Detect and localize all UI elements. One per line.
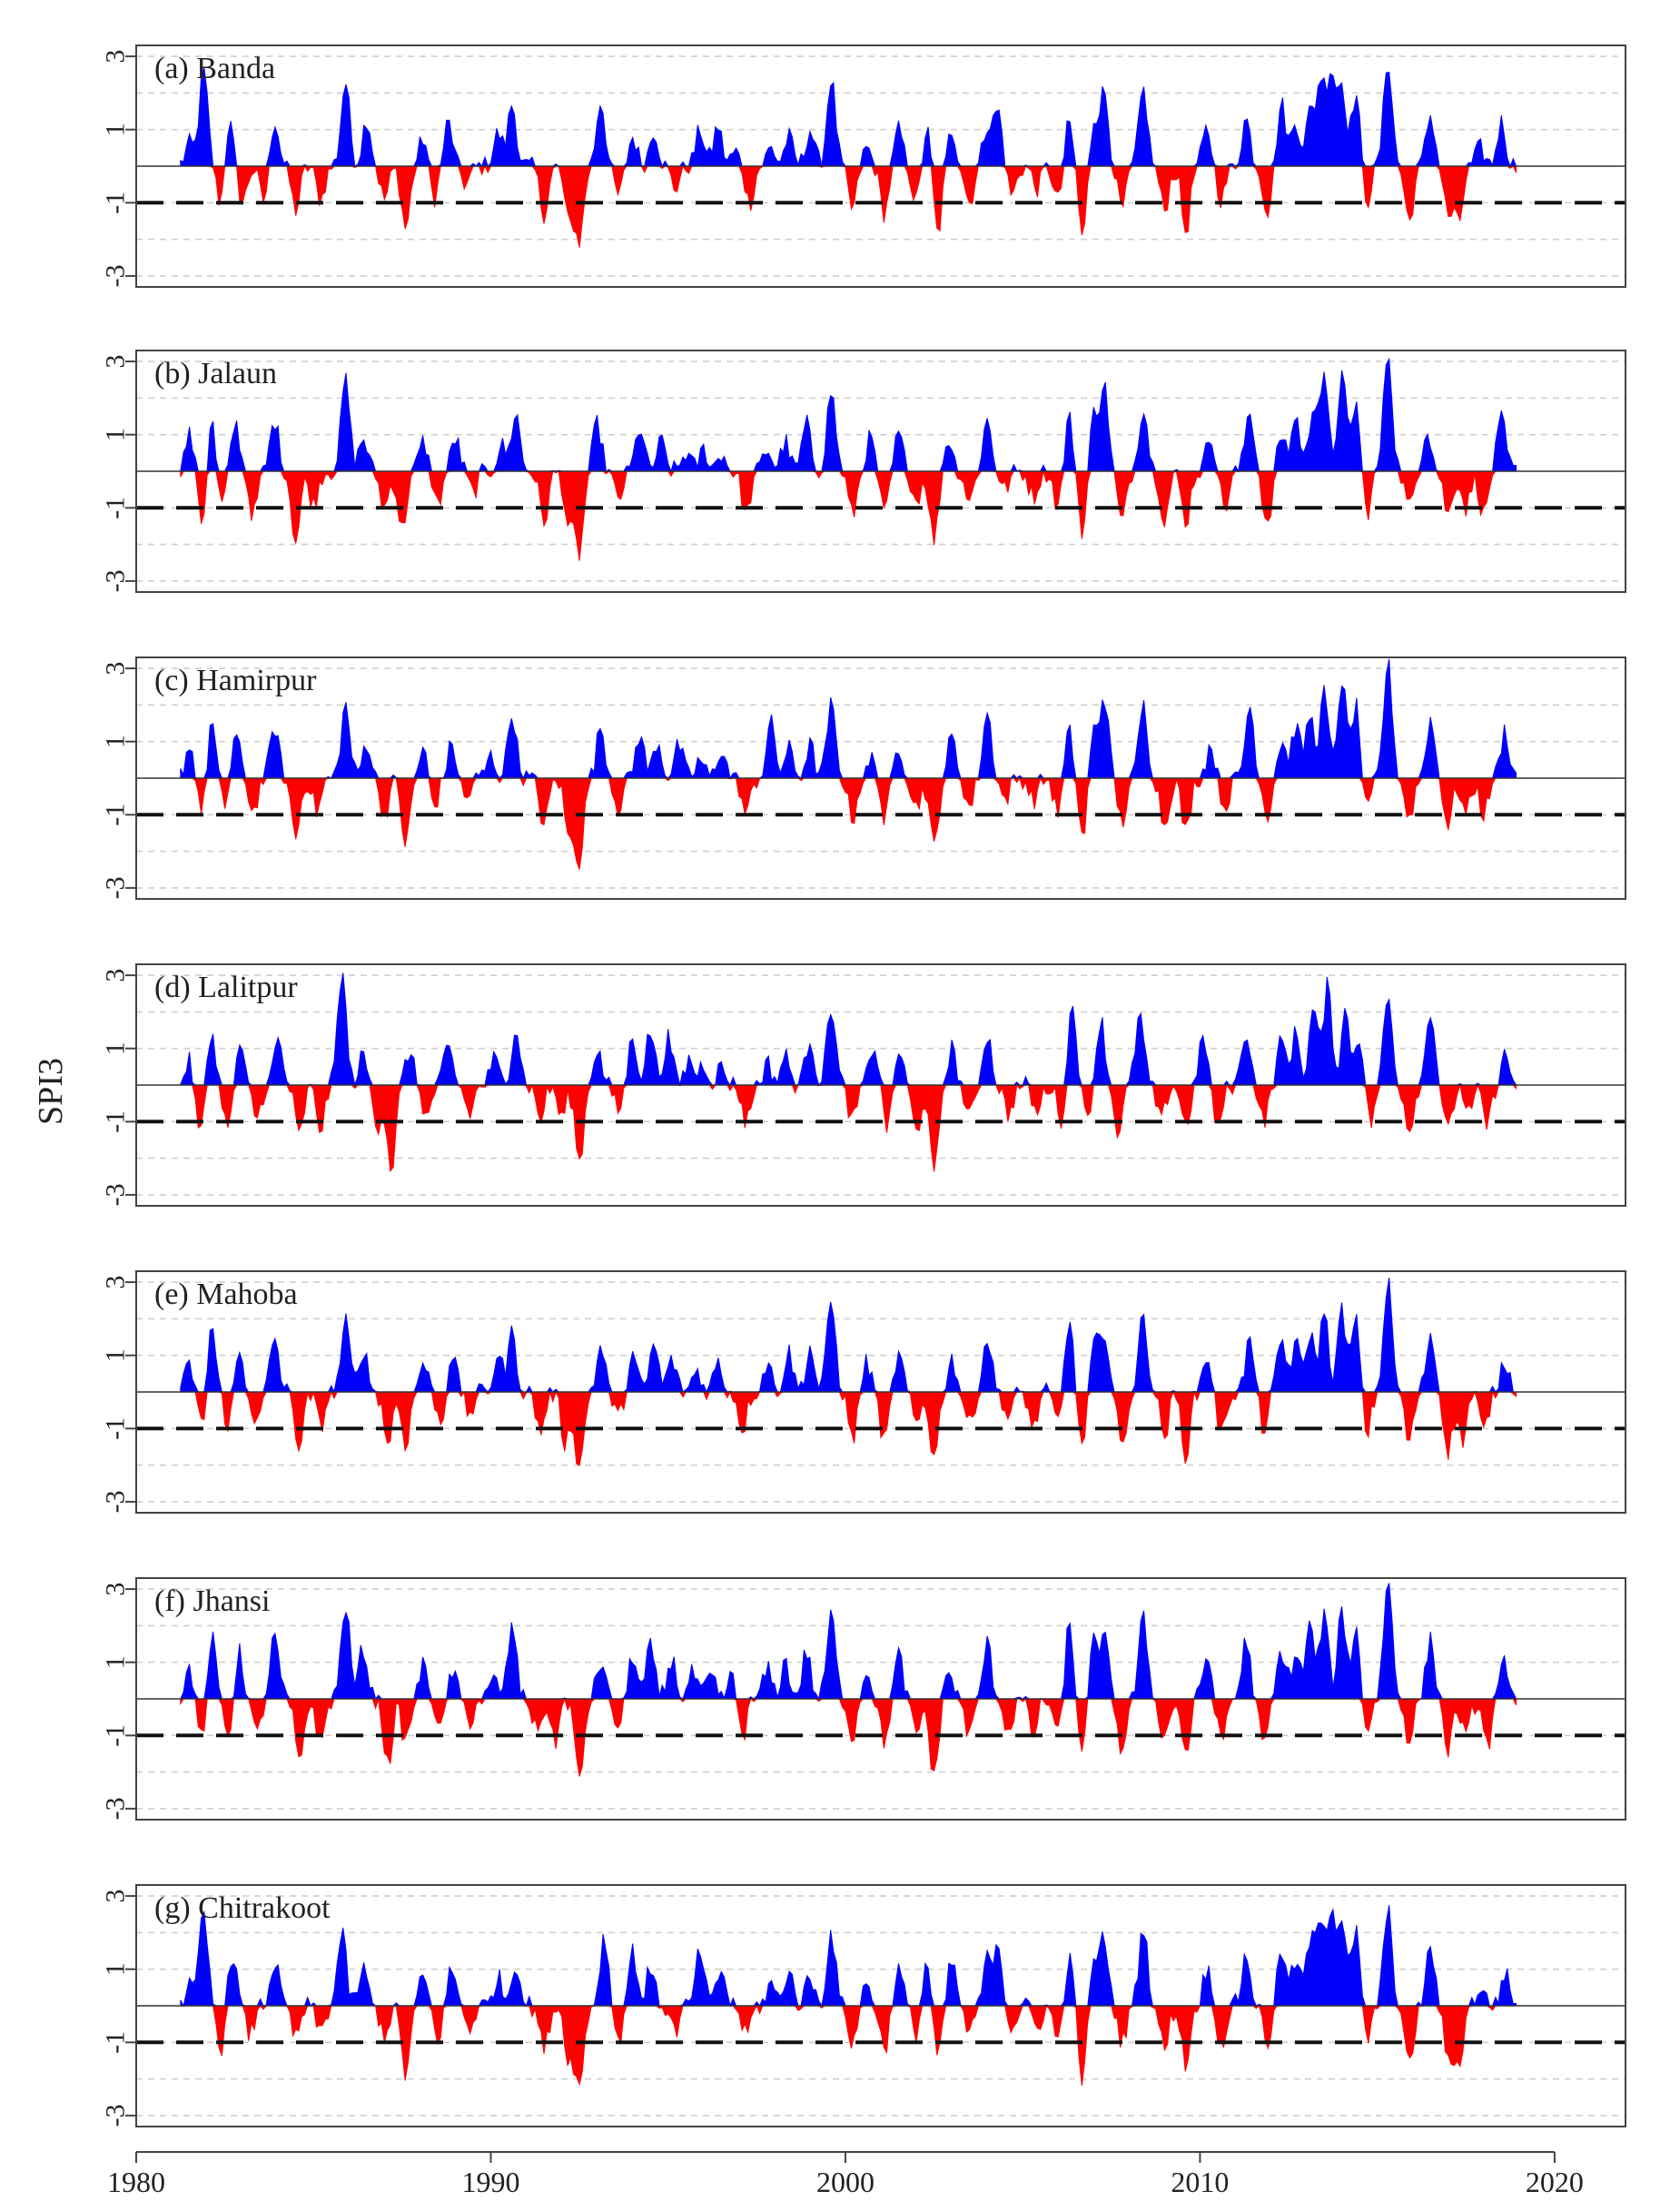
y-tick-label: 3 [101, 50, 131, 64]
negative-area [180, 470, 1517, 561]
positive-area [180, 658, 1517, 780]
negative-area [180, 164, 1517, 248]
x-tick-label: 2010 [1171, 2166, 1229, 2198]
x-tick-label: 1990 [461, 2166, 519, 2198]
panel-frame [135, 656, 1626, 900]
panels-container: -3 -1 1 3 (a) Banda -3 -1 1 3 (b) Jalaun -3 -1 1 3 (c)… [101, 44, 1626, 2127]
negative-area [180, 776, 1517, 870]
panel-label: (g) Chitrakoot [154, 1891, 331, 1925]
panel-1: -3 -1 1 3 (a) Banda [101, 44, 1626, 288]
panel-label: (a) Banda [154, 52, 275, 85]
y-tick-label: -1 [101, 1724, 131, 1747]
panel-frame [135, 44, 1626, 288]
panel-label: (f) Jhansi [154, 1584, 270, 1618]
y-tick-label: -3 [101, 876, 131, 899]
y-tick-label: 3 [101, 1890, 131, 1903]
panel-frame [135, 963, 1626, 1207]
y-tick-label: 1 [101, 1348, 131, 1362]
panel-frame [135, 1884, 1626, 2127]
y-tick-label: 1 [101, 1962, 131, 1976]
panel-2: -3 -1 1 3 (b) Jalaun [101, 350, 1626, 593]
positive-area [180, 1278, 1517, 1394]
y-tick-label: 1 [101, 735, 131, 748]
y-tick-label: -3 [101, 1490, 131, 1513]
y-tick-label: 3 [101, 355, 131, 369]
positive-area [180, 67, 1517, 168]
panel-label: (d) Lalitpur [154, 971, 298, 1004]
y-tick-label: -3 [101, 569, 131, 592]
y-tick-label: -3 [101, 2104, 131, 2127]
panel-frame [135, 350, 1626, 593]
y-tick-label: -1 [101, 192, 131, 214]
x-axis: 1980 1990 2000 2010 2020 [107, 2151, 1584, 2198]
x-tick-label: 2000 [816, 2166, 875, 2198]
y-tick-label: -1 [101, 497, 131, 519]
positive-area [180, 1905, 1517, 2008]
y-tick-label: -1 [101, 1417, 131, 1440]
y-tick-label: -1 [101, 2031, 131, 2054]
y-tick-label: 3 [101, 1583, 131, 1596]
y-tick-label: -1 [101, 804, 131, 826]
panel-3: -3 -1 1 3 (c) Hamirpur [101, 656, 1626, 900]
y-tick-label: 1 [101, 428, 131, 441]
y-tick-label: -3 [101, 1183, 131, 1206]
y-tick-label: 1 [101, 123, 131, 136]
y-tick-label: -1 [101, 1110, 131, 1133]
panel-6: -3 -1 1 3 (f) Jhansi [101, 1577, 1626, 1821]
panel-label: (b) Jalaun [154, 357, 277, 390]
y-tick-label: 1 [101, 1655, 131, 1669]
positive-area [180, 1583, 1517, 1701]
panel-label: (c) Hamirpur [154, 664, 317, 697]
panel-frame [135, 1577, 1626, 1821]
y-tick-label: -3 [101, 1797, 131, 1820]
y-tick-label: -3 [101, 264, 131, 287]
y-tick-label: 3 [101, 969, 131, 982]
panel-label: (e) Mahoba [154, 1278, 298, 1311]
negative-area [180, 1697, 1517, 1777]
panel-7: -3 -1 1 3 (g) Chitrakoot [101, 1884, 1626, 2127]
positive-area [180, 972, 1517, 1087]
x-tick-label: 1980 [107, 2166, 165, 2198]
y-tick-label: 3 [101, 1276, 131, 1289]
panel-4: -3 -1 1 3 (d) Lalitpur [101, 963, 1626, 1207]
y-tick-label: 1 [101, 1041, 131, 1055]
positive-area [180, 357, 1517, 473]
panel-5: -3 -1 1 3 (e) Mahoba [101, 1270, 1626, 1514]
negative-area [180, 2004, 1517, 2087]
y-tick-label: 3 [101, 662, 131, 676]
y-axis-label: SPI3 [32, 1058, 70, 1125]
panel-frame [135, 1270, 1626, 1514]
x-tick-label: 2020 [1526, 2166, 1584, 2198]
